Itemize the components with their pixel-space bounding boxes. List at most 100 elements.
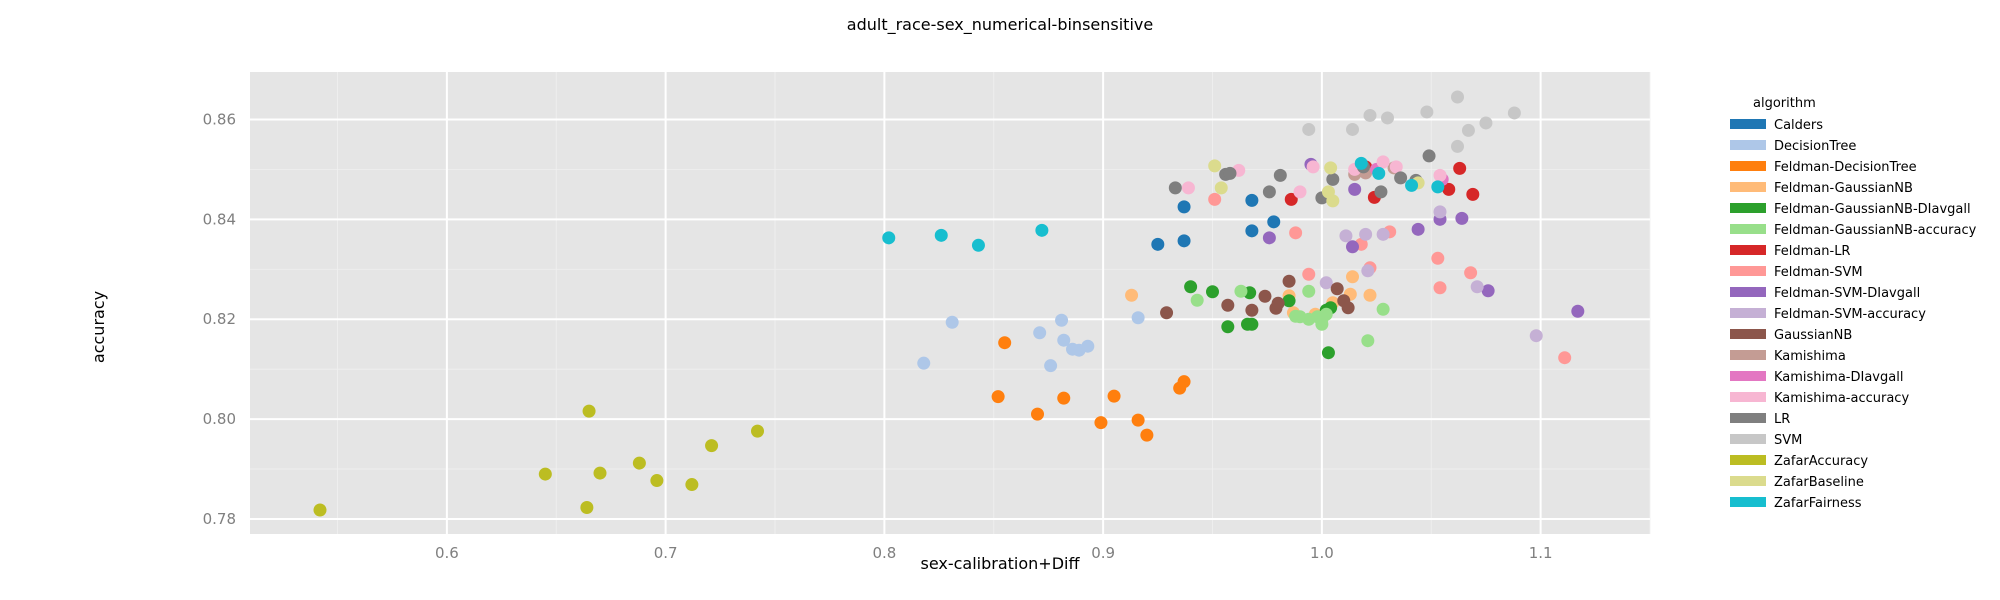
data-point [1451, 139, 1464, 153]
legend-label: Calders [1774, 118, 1823, 133]
data-point [1433, 205, 1447, 219]
legend-item: Feldman-SVM-accuracy [1730, 307, 1926, 322]
data-point [1214, 181, 1228, 195]
data-point [1131, 413, 1145, 427]
data-point [1361, 334, 1375, 348]
data-point [1376, 227, 1390, 241]
data-point [1363, 108, 1377, 122]
data-point [1453, 161, 1467, 175]
series-zafarbaseline [1208, 159, 1425, 208]
data-point [1481, 284, 1495, 298]
x-tick-label: 1.1 [1529, 544, 1553, 562]
data-point [1033, 326, 1047, 340]
data-point [1245, 193, 1259, 207]
legend-item: Feldman-GaussianNB-DIavgall [1730, 202, 1971, 217]
data-point [1177, 200, 1191, 214]
data-point [1223, 166, 1237, 180]
legend-item: DecisionTree [1730, 139, 1856, 154]
data-point [650, 474, 664, 488]
data-point [1206, 285, 1219, 299]
data-point [1168, 181, 1182, 195]
data-point [1389, 160, 1403, 174]
legend-swatch [1730, 413, 1766, 423]
data-point [1363, 288, 1377, 302]
data-point [1055, 313, 1069, 327]
data-point [1267, 215, 1281, 229]
legend-label: ZafarAccuracy [1774, 454, 1868, 469]
data-point [580, 501, 594, 515]
data-point [934, 228, 948, 242]
data-point [1140, 428, 1154, 442]
x-tick-label: 0.6 [435, 544, 459, 562]
data-point [1262, 231, 1276, 245]
plot-panel [250, 72, 1650, 534]
legend-item: Kamishima [1730, 349, 1846, 364]
data-point [1376, 302, 1390, 316]
data-point [882, 231, 896, 245]
data-point [1234, 284, 1248, 298]
series-svm [1302, 90, 1521, 153]
data-point [1376, 155, 1390, 169]
data-point [1466, 187, 1480, 201]
y-tick-label: 0.82 [203, 310, 236, 328]
data-point [1324, 161, 1338, 175]
data-point [1381, 111, 1394, 125]
legend-label: LR [1774, 412, 1790, 427]
data-point [1160, 306, 1174, 320]
legend-item: LR [1730, 412, 1790, 427]
legend-swatch [1730, 329, 1766, 339]
data-point [1420, 105, 1434, 119]
x-tick-label: 1.0 [1310, 544, 1334, 562]
data-point [1507, 106, 1521, 120]
legend-label: Feldman-GaussianNB-accuracy [1774, 223, 1977, 238]
data-point [1094, 416, 1108, 430]
legend-item: Calders [1730, 118, 1823, 133]
legend-swatch [1730, 266, 1766, 276]
legend-swatch [1730, 371, 1766, 381]
data-point [1302, 122, 1316, 136]
data-point [1442, 182, 1456, 196]
data-point [1326, 172, 1340, 186]
data-point [1321, 346, 1335, 360]
legend-swatch [1730, 308, 1766, 318]
series-calders [1151, 193, 1281, 251]
legend-label: ZafarBaseline [1774, 475, 1864, 490]
legend-label: Feldman-LR [1774, 244, 1850, 259]
legend: algorithm Calders DecisionTree Feldman-Dec… [1730, 96, 1977, 511]
legend-swatch [1730, 392, 1766, 402]
legend-swatch [1730, 434, 1766, 444]
data-point [1354, 156, 1368, 170]
data-point [1374, 185, 1388, 199]
data-point [1431, 251, 1445, 265]
data-point [1361, 264, 1375, 278]
legend-label: Feldman-GaussianNB-DIavgall [1774, 202, 1971, 217]
data-point [1411, 222, 1425, 236]
legend-label: Feldman-GaussianNB [1774, 181, 1913, 196]
legend-swatch [1730, 119, 1766, 129]
legend-item: ZafarFairness [1730, 496, 1862, 511]
data-point [1422, 149, 1436, 163]
chart-title: adult_race-sex_numerical-binsensitive [847, 15, 1153, 35]
data-point [1081, 339, 1095, 353]
y-tick-label: 0.78 [203, 510, 236, 528]
legend-label: Kamishima-accuracy [1774, 391, 1909, 406]
data-point [1289, 226, 1303, 240]
x-axis-title: sex-calibration+Diff [920, 554, 1080, 573]
y-axis-ticks: 0.78 0.80 0.82 0.84 0.86 [203, 110, 236, 528]
data-point [1177, 375, 1191, 389]
series-zafarfairness [882, 156, 1445, 252]
data-point [971, 238, 985, 252]
legend-swatch [1730, 182, 1766, 192]
legend-label: Kamishima [1774, 349, 1846, 364]
legend-item: GaussianNB [1730, 328, 1852, 343]
data-point [1177, 234, 1191, 248]
data-point [945, 315, 959, 329]
data-point [1208, 159, 1222, 173]
legend-item: Kamishima-accuracy [1730, 391, 1909, 406]
data-point [1131, 311, 1145, 325]
data-points [313, 90, 1585, 517]
legend-swatch [1730, 203, 1766, 213]
data-point [1529, 329, 1543, 343]
data-point [1125, 288, 1139, 302]
